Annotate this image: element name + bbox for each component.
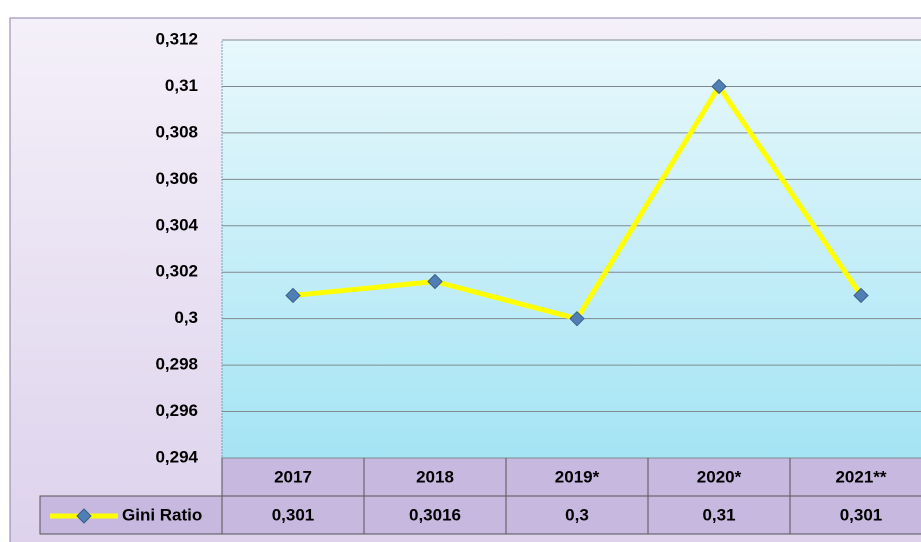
table-header-row xyxy=(221,457,921,497)
table-value: 0,3 xyxy=(565,505,589,524)
y-tick-label: 0,298 xyxy=(155,355,198,374)
point-marker xyxy=(569,310,585,327)
point-marker xyxy=(853,287,869,304)
y-tick-label: 0,31 xyxy=(165,76,198,95)
table-value-row xyxy=(39,495,921,535)
y-tick-label: 0,294 xyxy=(155,447,198,466)
y-tick-label: 0,302 xyxy=(155,262,198,281)
point-marker xyxy=(285,287,301,304)
legend-marker xyxy=(76,508,92,524)
y-tick-label: 0,312 xyxy=(155,29,198,48)
point-marker xyxy=(427,273,443,290)
y-tick-label: 0,3 xyxy=(174,308,198,327)
point-marker xyxy=(711,78,727,95)
table-value: 0,3016 xyxy=(409,505,461,524)
table-value: 0,31 xyxy=(702,505,735,524)
y-tick-label: 0,308 xyxy=(155,122,198,141)
plot-area xyxy=(221,39,921,459)
y-tick-label: 0,296 xyxy=(155,401,198,420)
table-value: 0,301 xyxy=(272,505,315,524)
x-tick-label: 2019* xyxy=(555,467,600,486)
x-tick-label: 2018 xyxy=(416,467,454,486)
x-tick-label: 2021** xyxy=(835,467,886,486)
x-tick-label: 2017 xyxy=(274,467,312,486)
table-value: 0,301 xyxy=(840,505,883,524)
legend-label: Gini Ratio xyxy=(122,505,202,524)
y-tick-label: 0,304 xyxy=(155,215,198,234)
x-tick-label: 2020* xyxy=(697,467,742,486)
y-tick-label: 0,306 xyxy=(155,169,198,188)
